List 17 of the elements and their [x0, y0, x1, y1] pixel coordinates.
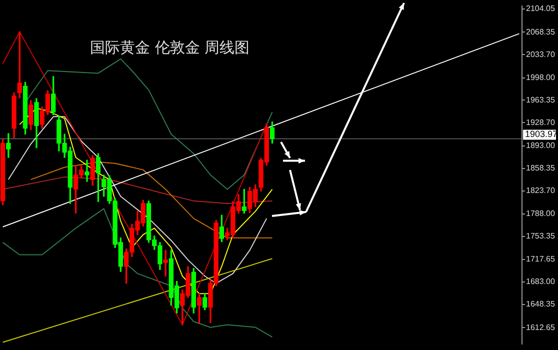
y-tick-label: 1823.70	[526, 186, 556, 195]
ref-line-label: 1903.97	[525, 129, 558, 140]
y-tick-label: 2033.70	[526, 50, 556, 59]
y-tick-label: 1893.00	[526, 141, 556, 150]
y-tick-label: 1717.65	[526, 254, 556, 264]
y-tick-label: 2068.35	[526, 27, 556, 36]
y-tick-label: 2104.05	[526, 4, 556, 14]
y-tick-label: 1753.35	[526, 232, 556, 241]
y-tick-label: 1648.35	[526, 300, 556, 309]
y-tick-label: 1858.35	[526, 163, 556, 172]
y-tick-label: 1612.65	[526, 322, 556, 332]
y-tick-label: 1998.00	[526, 72, 556, 82]
y-tick-label: 1963.35	[526, 95, 556, 104]
y-tick-label: 1683.00	[526, 277, 556, 286]
y-tick-label: 1788.00	[526, 209, 556, 218]
text: 国际黄金 伦敦金 周线图	[90, 38, 250, 57]
y-tick-label: 1928.70	[526, 118, 556, 127]
